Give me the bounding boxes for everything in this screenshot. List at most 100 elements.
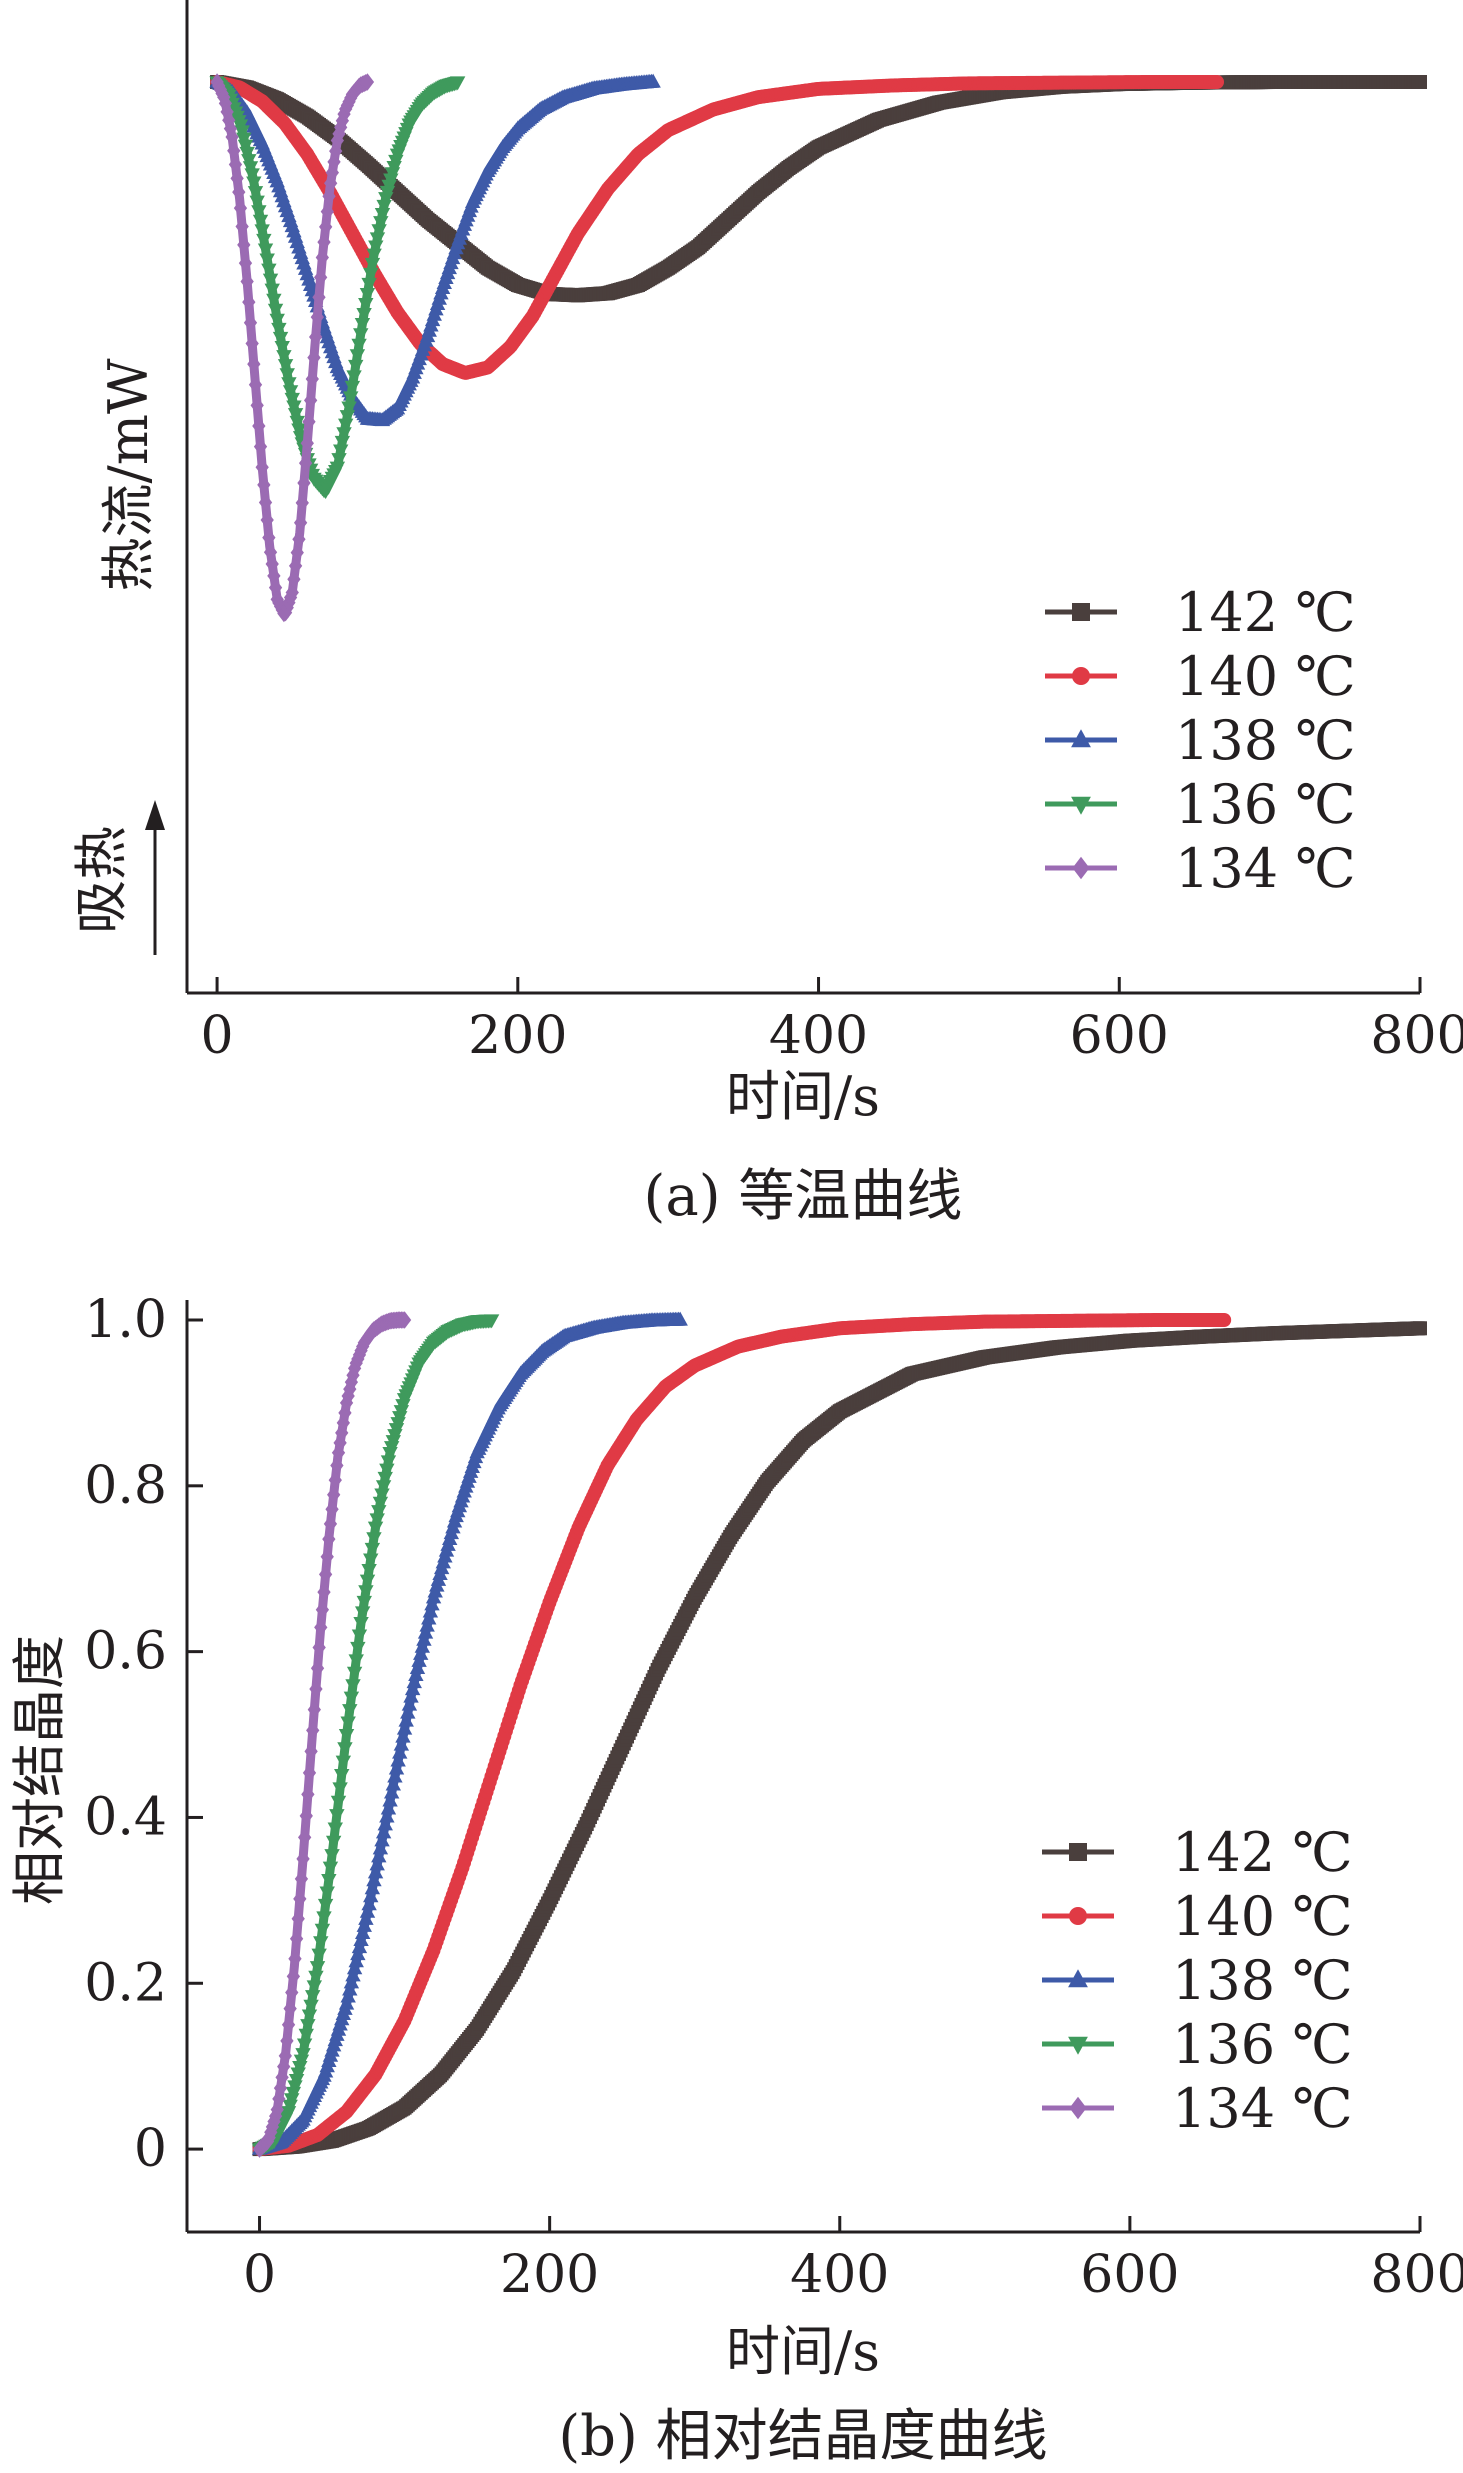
chart-a-point-134 bbox=[243, 314, 258, 332]
chart-b-y-tick-label: 0.6 bbox=[84, 1622, 167, 1682]
chart-b-point-134 bbox=[314, 1618, 328, 1637]
chart-b-point-138 bbox=[356, 1917, 372, 1932]
chart-a-point-134 bbox=[248, 375, 263, 394]
chart-a-series-134 bbox=[210, 73, 375, 623]
endotherm-label: 吸热 bbox=[70, 826, 133, 934]
chart-b-point-136 bbox=[317, 1898, 334, 1913]
chart-a-point-134 bbox=[322, 187, 336, 206]
chart-a-point-134 bbox=[293, 513, 308, 532]
chart-b-point-136 bbox=[356, 1595, 372, 1610]
chart-a-legend-label: 136 ℃ bbox=[1175, 773, 1356, 836]
chart-b-point-136 bbox=[363, 1553, 379, 1568]
chart-b-point-138 bbox=[369, 1856, 385, 1871]
chart-a-point-134 bbox=[312, 288, 326, 306]
chart-b-point-134 bbox=[286, 1967, 301, 1986]
chart-a-point-134 bbox=[258, 493, 273, 512]
chart-b-y-axis-label: 相对结晶度 bbox=[8, 1635, 71, 1905]
chart-a-point-136 bbox=[254, 224, 270, 239]
chart-a-point-134 bbox=[268, 578, 283, 597]
chart-b-point-138 bbox=[345, 1967, 361, 1982]
chart-a-point-134 bbox=[324, 174, 338, 193]
chart-a-point-136 bbox=[264, 283, 280, 298]
chart-a-point-134 bbox=[263, 543, 278, 562]
chart-b-point-134 bbox=[304, 1742, 318, 1761]
chart-a-point-134 bbox=[257, 476, 271, 494]
chart-b-point-136 bbox=[354, 1606, 371, 1621]
chart-b-y-tick-label: 0.4 bbox=[84, 1787, 167, 1847]
chart-b-point-138 bbox=[424, 1596, 440, 1611]
chart-a-point-134 bbox=[305, 370, 319, 388]
chart-b-point-136 bbox=[380, 1455, 397, 1470]
chart-b-point-136 bbox=[311, 1948, 327, 1963]
chart-a-point-134 bbox=[255, 458, 269, 477]
chart-b-point-136 bbox=[346, 1666, 363, 1681]
chart-b-point-136 bbox=[369, 1513, 385, 1528]
chart-a-point-136 bbox=[356, 308, 372, 323]
chart-b-point-138 bbox=[414, 1638, 431, 1653]
chart-a-point-134 bbox=[225, 128, 239, 146]
chart-b-point-136 bbox=[321, 1874, 337, 1889]
chart-b-y-tick-label: 0 bbox=[134, 2119, 167, 2179]
chart-b-point-138 bbox=[354, 1924, 371, 1939]
chart-a-point-134 bbox=[288, 557, 303, 575]
chart-b-point-136 bbox=[340, 1716, 356, 1731]
chart-b-point-136 bbox=[319, 1886, 335, 1901]
chart-b-point-138 bbox=[419, 1617, 435, 1632]
chart-b-point-138 bbox=[409, 1659, 426, 1674]
chart-a-point-134 bbox=[227, 142, 241, 160]
chart-a-point-136 bbox=[267, 303, 284, 318]
chart-a-point-136 bbox=[247, 186, 264, 201]
chart-b-x-tick-label: 0 bbox=[243, 2245, 276, 2305]
chart-a-point-136 bbox=[236, 132, 252, 147]
chart-b-point-138 bbox=[406, 1674, 422, 1689]
chart-a-point-136 bbox=[449, 76, 466, 91]
chart-a-point-134 bbox=[308, 328, 323, 346]
chart-a-series bbox=[209, 73, 1427, 623]
chart-a-x-tick-label: 0 bbox=[201, 1006, 234, 1066]
chart-a-point-136 bbox=[341, 401, 357, 416]
chart-b-x-axis-label: 时间/s bbox=[726, 2320, 880, 2383]
chart-a-point-136 bbox=[368, 240, 384, 255]
chart-a-x-tick-label: 800 bbox=[1370, 1006, 1463, 1066]
chart-a-point-136 bbox=[336, 427, 352, 442]
chart-a-point-134 bbox=[253, 437, 268, 456]
chart-a-point-136 bbox=[351, 338, 367, 353]
chart-a-point-136 bbox=[359, 287, 376, 302]
chart-b-point-138 bbox=[377, 1816, 393, 1831]
chart-b-point-134 bbox=[317, 1583, 331, 1601]
chart-a-point-136 bbox=[371, 224, 387, 239]
chart-b-x-tick-label: 800 bbox=[1370, 2245, 1463, 2305]
chart-b-legend-label: 142 ℃ bbox=[1172, 1821, 1353, 1884]
chart-b-point-138 bbox=[343, 1974, 360, 1989]
chart-b-point-136 bbox=[290, 2067, 306, 2082]
chart-b-point-138 bbox=[388, 1760, 405, 1775]
chart-b-point-136 bbox=[316, 1911, 332, 1926]
chart-b-point-138 bbox=[348, 1953, 364, 1968]
chart-b-point-134 bbox=[280, 2032, 294, 2050]
chart-b-point-136 bbox=[358, 1585, 374, 1600]
chart-a-legend-item: 136 ℃ bbox=[1045, 773, 1356, 836]
chart-b-point-138 bbox=[353, 1932, 369, 1947]
chart-a-point-136 bbox=[256, 233, 272, 248]
chart-b-point-134 bbox=[288, 1949, 302, 1968]
chart-a-x-ticks: 0 200 400 600 800 bbox=[201, 977, 1463, 1066]
chart-b-point-138 bbox=[350, 1946, 366, 1961]
chart-b-point-138 bbox=[351, 1939, 368, 1954]
chart-a-point-136 bbox=[244, 168, 260, 183]
chart-a-point-136 bbox=[284, 392, 300, 407]
chart-a-point-136 bbox=[277, 359, 294, 374]
chart-a-point-134 bbox=[265, 555, 279, 573]
chart-b-point-136 bbox=[301, 2009, 318, 2024]
chart-b-point-136 bbox=[483, 1314, 500, 1329]
chart-b-point-136 bbox=[313, 1936, 329, 1951]
chart-a-point-134 bbox=[237, 236, 251, 254]
chart-b-point-134 bbox=[299, 1807, 313, 1825]
chart-b-point-136 bbox=[325, 1835, 342, 1850]
chart-b-series-140 bbox=[252, 1313, 1232, 2157]
chart-a-point-134 bbox=[262, 528, 276, 547]
chart-b-point-138 bbox=[358, 1910, 374, 1925]
chart-b-point-138 bbox=[372, 1840, 389, 1855]
chart-b-legend-marker bbox=[1068, 2036, 1088, 2055]
